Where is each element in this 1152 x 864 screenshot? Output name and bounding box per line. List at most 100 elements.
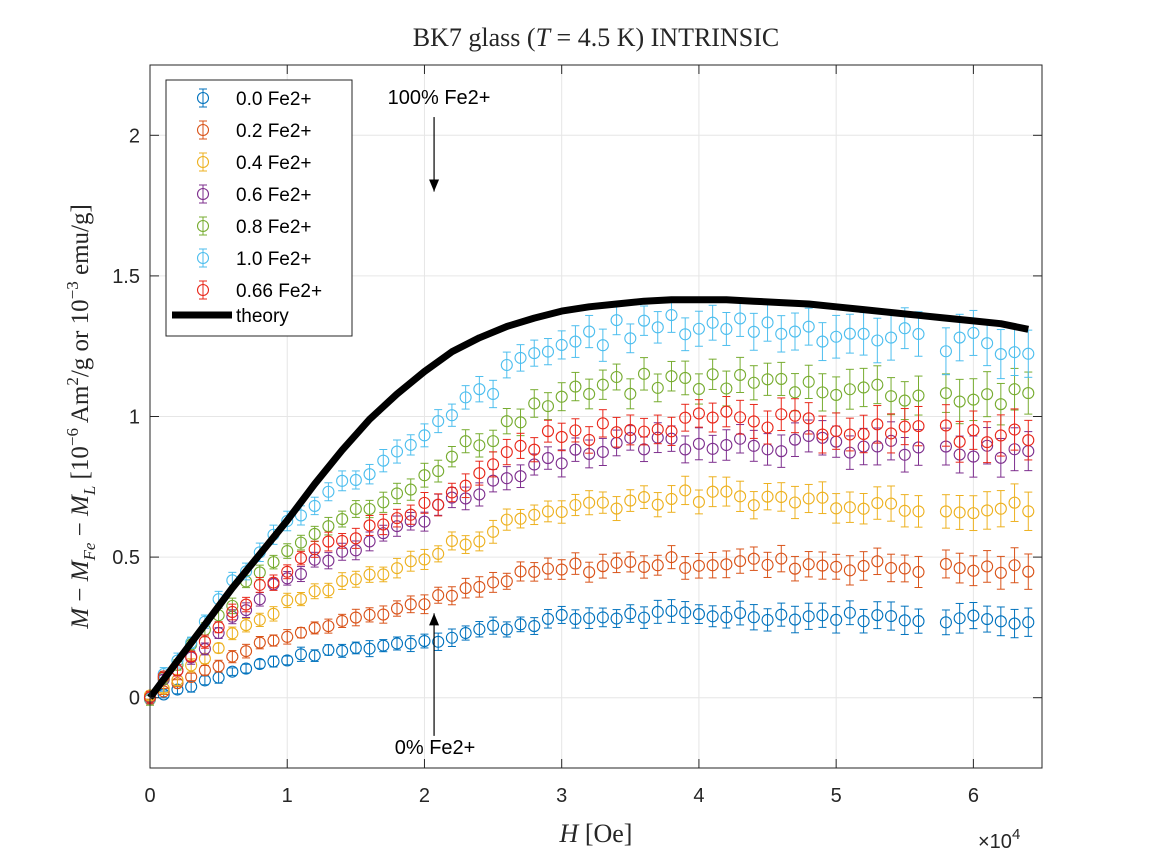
data-point bbox=[967, 326, 980, 339]
ylabel-ml: M bbox=[67, 494, 94, 517]
data-point bbox=[583, 325, 596, 338]
data-point bbox=[226, 650, 239, 663]
data-point bbox=[514, 512, 527, 525]
data-point bbox=[1008, 383, 1021, 396]
data-point bbox=[637, 560, 651, 574]
data-point bbox=[802, 558, 815, 571]
data-point bbox=[692, 495, 705, 508]
data-point bbox=[528, 619, 541, 633]
data-point bbox=[487, 435, 500, 448]
data-point bbox=[418, 553, 431, 566]
data-point bbox=[253, 657, 266, 671]
data-point bbox=[349, 532, 362, 545]
title-part-var: T bbox=[536, 23, 552, 52]
data-point bbox=[404, 483, 417, 496]
data-point bbox=[912, 327, 925, 341]
data-point bbox=[830, 502, 843, 515]
data-point bbox=[898, 562, 911, 575]
ylabel-minus2: − bbox=[67, 516, 94, 543]
data-point bbox=[528, 565, 541, 578]
data-point bbox=[953, 562, 966, 575]
data-point bbox=[871, 418, 884, 431]
legend-label: theory bbox=[236, 306, 289, 327]
data-point bbox=[528, 397, 541, 410]
theory-line bbox=[147, 296, 1029, 700]
data-point bbox=[788, 562, 802, 575]
data-point bbox=[294, 567, 308, 581]
data-point bbox=[610, 612, 623, 625]
data-point bbox=[363, 468, 376, 481]
legend-label: 1.0 Fe2+ bbox=[236, 249, 312, 270]
data-point bbox=[487, 619, 500, 632]
data-point bbox=[583, 387, 596, 401]
data-point bbox=[226, 627, 239, 640]
y-tick-label: 0 bbox=[129, 688, 140, 710]
data-point bbox=[596, 339, 609, 352]
data-point bbox=[555, 430, 568, 443]
data-point bbox=[487, 525, 500, 538]
data-point bbox=[596, 445, 609, 459]
data-point bbox=[761, 558, 774, 571]
data-point bbox=[596, 417, 609, 430]
data-point bbox=[377, 518, 390, 531]
data-point bbox=[294, 509, 308, 522]
legend-item: 0.2 Fe2+ bbox=[196, 120, 312, 142]
data-point bbox=[555, 505, 568, 519]
data-point bbox=[898, 504, 911, 517]
legend-marker bbox=[196, 251, 210, 265]
data-point bbox=[349, 641, 362, 655]
annotations: 100% Fe2+ 0% Fe2+ bbox=[388, 87, 491, 759]
grid bbox=[149, 65, 1042, 768]
data-point bbox=[514, 618, 527, 631]
data-point bbox=[967, 564, 980, 577]
data-point bbox=[747, 325, 760, 338]
data-point bbox=[404, 508, 417, 521]
y-tick-label: 1.5 bbox=[112, 266, 140, 288]
data-point bbox=[775, 445, 788, 458]
data-point bbox=[541, 425, 555, 438]
data-point bbox=[514, 470, 527, 483]
data-point bbox=[281, 594, 294, 607]
data-point bbox=[665, 551, 678, 564]
data-point bbox=[500, 446, 513, 459]
data-point bbox=[994, 566, 1007, 579]
data-point bbox=[473, 383, 486, 396]
data-point bbox=[651, 381, 664, 394]
data-point bbox=[706, 559, 719, 572]
title-part-pre: BK7 glass ( bbox=[413, 23, 536, 52]
data-point bbox=[583, 612, 596, 625]
data-point bbox=[857, 381, 870, 394]
x-tick-label: 6 bbox=[968, 785, 979, 807]
data-point bbox=[349, 611, 362, 624]
data-point bbox=[967, 609, 980, 622]
data-point bbox=[363, 568, 376, 581]
x-multiplier-exp: 4 bbox=[1012, 826, 1020, 843]
data-point bbox=[775, 552, 788, 565]
data-point bbox=[596, 496, 609, 509]
legend-marker bbox=[196, 219, 210, 233]
data-point bbox=[432, 635, 445, 648]
series-6 bbox=[143, 396, 1035, 705]
data-point bbox=[404, 598, 417, 611]
data-point bbox=[857, 615, 870, 628]
data-point bbox=[583, 566, 596, 579]
data-point bbox=[637, 425, 651, 438]
data-point bbox=[651, 321, 664, 334]
data-point bbox=[898, 322, 911, 335]
data-point bbox=[1022, 616, 1035, 629]
ylabel-exp1: −6 bbox=[63, 428, 82, 446]
data-point bbox=[830, 425, 843, 438]
ylabel-minus1: − bbox=[67, 581, 94, 608]
data-layer bbox=[143, 297, 1035, 706]
data-point bbox=[788, 409, 802, 422]
legend-item: 1.0 Fe2+ bbox=[196, 248, 312, 270]
data-point bbox=[294, 536, 308, 549]
data-point bbox=[404, 637, 417, 650]
data-point bbox=[720, 405, 733, 418]
data-point bbox=[843, 428, 856, 441]
data-point bbox=[212, 642, 225, 655]
data-point bbox=[939, 419, 952, 432]
data-point bbox=[336, 474, 349, 487]
data-point bbox=[185, 650, 198, 663]
